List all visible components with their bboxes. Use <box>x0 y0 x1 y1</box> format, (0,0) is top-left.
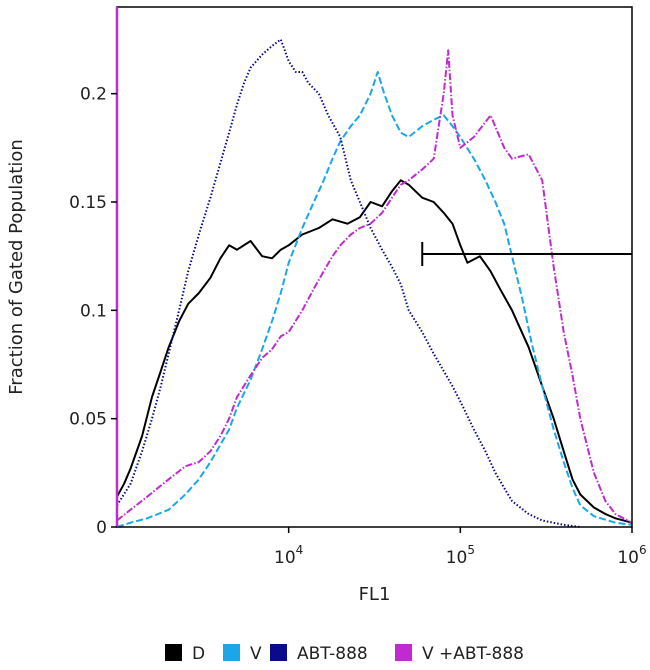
y-axis-ticks: 0 0.05 0.1 0.15 0.2 <box>69 85 117 538</box>
legend-label: V <box>250 644 262 664</box>
x-tick-label: 105 <box>446 543 475 568</box>
series-line-2 <box>116 71 633 528</box>
y-axis-label: Fraction of Gated Population <box>6 139 27 394</box>
y-tick-label: 0 <box>96 518 107 538</box>
y-tick-label: 0.1 <box>80 301 107 321</box>
x-axis-ticks: 104 105 106 <box>274 527 647 568</box>
y-tick-label: 0.05 <box>69 410 107 430</box>
plot-frame <box>116 6 633 528</box>
x-tick-exponent: 5 <box>467 543 475 557</box>
series-layer <box>116 38 633 528</box>
series-line-4 <box>116 49 633 524</box>
series-line-3 <box>116 38 581 528</box>
legend-label: D <box>192 644 205 664</box>
gate-marker <box>421 242 632 266</box>
x-tick-exponent: 6 <box>639 543 647 557</box>
legend-label: V +ABT-888 <box>422 644 524 664</box>
y-tick-label: 0.15 <box>69 193 107 213</box>
x-axis-label: FL1 <box>359 584 391 605</box>
legend-swatch <box>395 644 412 661</box>
series-line-1 <box>116 179 633 524</box>
legend: D V ABT-888 V +ABT-888 <box>165 644 524 664</box>
legend-swatch <box>270 644 287 661</box>
y-tick-label: 0.2 <box>80 85 107 105</box>
legend-swatch <box>165 644 182 661</box>
x-tick-label: 106 <box>617 543 646 568</box>
x-tick-exponent: 4 <box>296 543 304 557</box>
legend-label: ABT-888 <box>297 644 368 664</box>
x-tick-label: 104 <box>274 543 303 568</box>
legend-swatch <box>223 644 240 661</box>
